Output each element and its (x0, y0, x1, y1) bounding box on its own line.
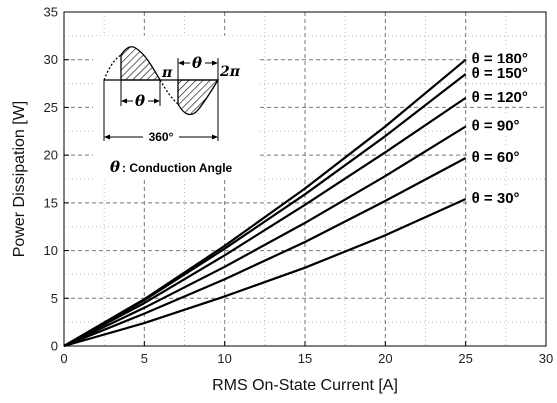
conduction-angle-legend: : Conduction Angle (122, 161, 233, 175)
y-tick-label: 10 (44, 243, 58, 258)
y-axis-label: Power Dissipation [W] (11, 101, 28, 258)
y-tick-label: 20 (44, 148, 58, 163)
y-tick-label: 5 (51, 291, 58, 306)
period-label: 360° (149, 130, 174, 144)
y-tick-label: 30 (44, 52, 58, 67)
conduction-angle-inset: θ θ π 2π 360° θ : Conduction Angle (93, 36, 257, 180)
x-tick-label: 0 (60, 351, 67, 366)
y-tick-label: 25 (44, 100, 58, 115)
series-label: θ = 120° (472, 89, 528, 106)
y-tick-label: 0 (51, 339, 58, 354)
series-label: θ = 30° (472, 190, 520, 207)
y-tick-label: 15 (44, 195, 58, 210)
two-pi-label: 2π (219, 64, 241, 80)
series-label: θ = 150° (472, 65, 528, 82)
x-tick-label: 10 (217, 351, 231, 366)
series-label: θ = 60° (472, 149, 520, 166)
x-tick-label: 15 (298, 351, 312, 366)
x-tick-label: 20 (378, 351, 392, 366)
pi-label: π (161, 65, 173, 81)
x-tick-label: 30 (539, 351, 553, 366)
theta-legend-symbol: θ (110, 158, 120, 176)
series-label: θ = 90° (472, 118, 520, 135)
y-tick-label: 35 (44, 5, 58, 20)
x-tick-label: 5 (141, 351, 148, 366)
x-tick-label: 25 (458, 351, 472, 366)
theta-lower-label: θ (135, 92, 145, 110)
x-axis-label: RMS On-State Current [A] (212, 377, 398, 394)
theta-upper-label: θ (192, 54, 202, 72)
